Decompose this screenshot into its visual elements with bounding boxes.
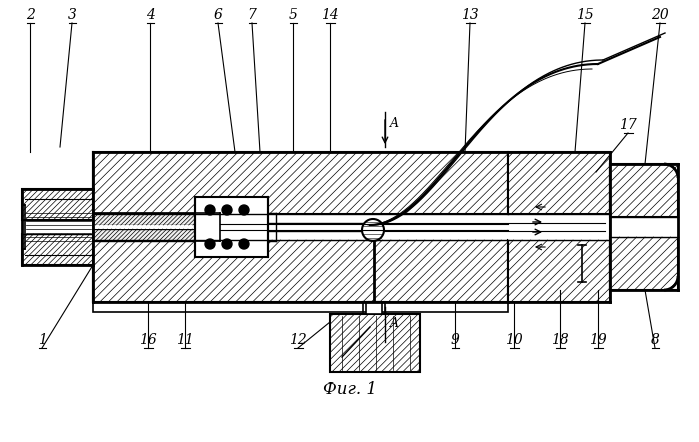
Text: 16: 16 <box>139 333 157 347</box>
Text: 5: 5 <box>289 8 298 22</box>
Bar <box>22 234 93 265</box>
Circle shape <box>362 219 384 241</box>
Bar <box>508 214 610 240</box>
Bar <box>93 213 220 225</box>
Circle shape <box>239 239 249 249</box>
Bar <box>610 237 678 290</box>
Bar <box>93 229 220 241</box>
Text: 20: 20 <box>651 8 669 22</box>
Text: 1: 1 <box>38 333 46 347</box>
Text: 8: 8 <box>651 333 659 347</box>
Bar <box>330 314 420 372</box>
Text: 18: 18 <box>551 333 569 347</box>
Text: 13: 13 <box>461 8 479 22</box>
Text: 4: 4 <box>145 8 154 22</box>
Bar <box>610 164 678 217</box>
Text: 12: 12 <box>289 333 307 347</box>
Bar <box>93 152 508 214</box>
Bar <box>93 225 220 229</box>
Text: 15: 15 <box>576 8 594 22</box>
Text: 6: 6 <box>214 8 222 22</box>
Bar <box>22 220 93 234</box>
Text: 2: 2 <box>26 8 34 22</box>
Text: 19: 19 <box>589 333 607 347</box>
Circle shape <box>205 205 215 215</box>
Text: 17: 17 <box>619 118 637 132</box>
Text: Фиг. 1: Фиг. 1 <box>323 381 377 399</box>
Bar <box>93 302 508 312</box>
Circle shape <box>222 205 232 215</box>
Bar <box>610 217 678 237</box>
Text: 7: 7 <box>247 8 257 22</box>
Text: 11: 11 <box>176 333 194 347</box>
Circle shape <box>205 239 215 249</box>
Text: 3: 3 <box>68 8 76 22</box>
Bar <box>508 240 610 302</box>
Bar <box>220 223 370 231</box>
Bar <box>93 214 508 240</box>
Bar <box>93 240 508 302</box>
Bar <box>508 152 610 214</box>
Text: 14: 14 <box>321 8 339 22</box>
Circle shape <box>222 239 232 249</box>
Bar <box>195 197 268 257</box>
Text: A: A <box>390 117 399 130</box>
Text: A: A <box>390 317 399 330</box>
Text: 10: 10 <box>505 333 523 347</box>
Bar <box>366 302 382 314</box>
Text: 9: 9 <box>451 333 459 347</box>
Circle shape <box>239 205 249 215</box>
Bar <box>22 189 93 220</box>
